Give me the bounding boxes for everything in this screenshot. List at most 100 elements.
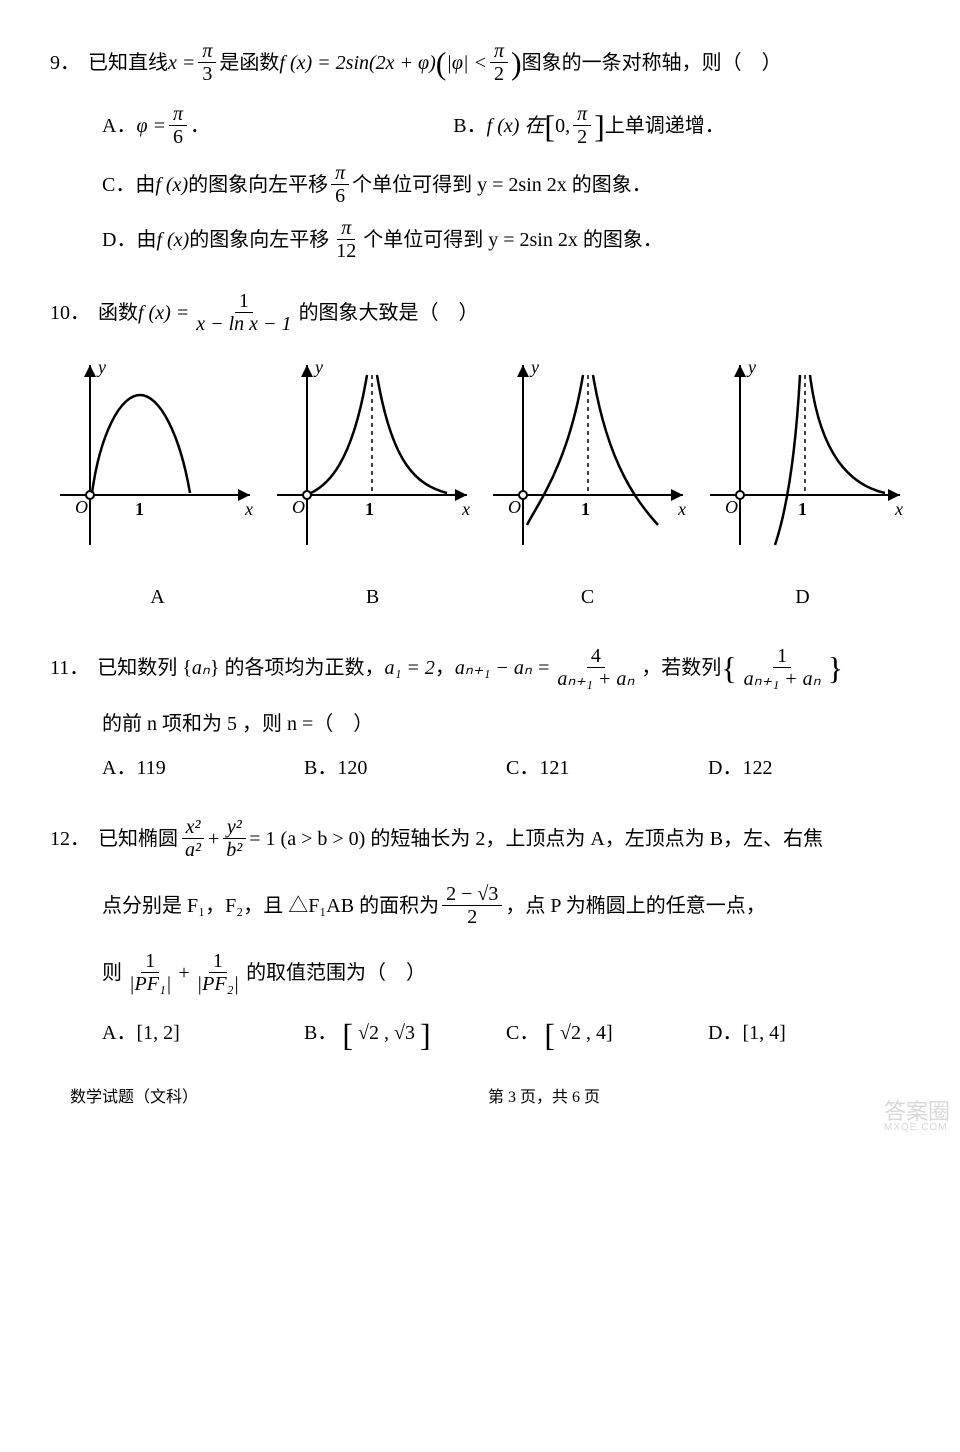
label-B: B [265, 577, 480, 617]
q10-chart-labels: A B C D [50, 577, 910, 617]
question-11: 11． 已知数列 { aₙ } 的各项均为正数， a₁ = 2 ， aₙ₊₁ −… [50, 645, 910, 788]
q9-eq-x: x = [168, 43, 195, 83]
q9-optA-post: ． [190, 106, 210, 146]
q11-lbrace: { [721, 660, 736, 676]
q9-optB-frac: π 2 [573, 103, 591, 148]
q9-fx: f (x) = 2sin(2x + φ) [279, 43, 435, 83]
q9-frac-pi3: π 3 [198, 40, 216, 85]
q12-frac-y: y² b² [222, 816, 246, 861]
q9-optD-pre: D．由 [102, 220, 156, 260]
label-C: C [480, 577, 695, 617]
question-10: 10． 函数 f (x) = 1 x − ln x − 1 的图象大致是（ ） [50, 290, 910, 617]
q11-optA: A．119 [102, 748, 304, 788]
q11-frac2: 1 aₙ₊₁ + aₙ [740, 645, 825, 690]
label-D: D [695, 577, 910, 617]
q11-line2: 的前 n 项和为 5 ，则 n =（ ） [102, 713, 373, 735]
q9-text-a: 已知直线 [88, 43, 168, 83]
q9-optA-phi: φ = [136, 106, 166, 146]
q11-a1: a₁ = 2 [384, 648, 434, 688]
q12-line2a: 点分别是 F₁，F₂，且 △F₁AB 的面积为 [102, 886, 439, 926]
q9-optB-lb: [ [544, 118, 555, 134]
q12-text-a: 已知椭圆 [98, 819, 178, 859]
q12-frac-x: x² a² [181, 816, 205, 861]
svg-text:O: O [725, 497, 738, 517]
svg-text:x: x [894, 499, 903, 519]
q9-optB-pre: B． [453, 106, 486, 146]
q12-optC: C． [ √2 , 4] [506, 1013, 708, 1053]
q10-post: 的图象大致是（ ） [299, 293, 479, 333]
svg-text:x: x [677, 499, 686, 519]
q11-rbrace: } [828, 660, 843, 676]
question-12: 12． 已知椭圆 x² a² + y² b² = 1 (a > b > 0) 的… [50, 816, 910, 1053]
q9-optC-fx: f (x) [155, 165, 188, 205]
q9-optA-frac: π 6 [169, 103, 187, 148]
watermark-main: 答案圈 [884, 1101, 950, 1123]
q9-optC-pre: C．由 [102, 165, 155, 205]
q10-fx: f (x) = [138, 293, 189, 333]
q11-optB: B．120 [304, 748, 506, 788]
q9-optD-mid: 的图象向左平移 [189, 220, 329, 260]
q9-optC-mid: 的图象向左平移 [188, 165, 328, 205]
svg-text:y: y [529, 357, 539, 377]
footer-left: 数学试题（文科） [70, 1083, 198, 1107]
q12-number: 12． [50, 819, 90, 859]
q11-number: 11． [50, 648, 89, 688]
chart-B: O 1 x y [267, 355, 477, 555]
q12-line3b: 的取值范围为（ ） [246, 953, 426, 993]
page-footer: 数学试题（文科） 第 3 页，共 6 页 [50, 1083, 910, 1107]
label-A: A [50, 577, 265, 617]
svg-text:O: O [508, 497, 521, 517]
q9-optC-frac: π 6 [331, 162, 349, 207]
q11-rec: aₙ₊₁ − aₙ = [455, 648, 550, 688]
q10-number: 10． [50, 293, 90, 333]
q12-frac-pf1: 1 |PF₁| [125, 950, 175, 995]
footer-right: 第 3 页，共 6 页 [488, 1083, 600, 1107]
svg-text:O: O [75, 497, 88, 517]
q11-frac1: 4 aₙ₊₁ + aₙ [553, 645, 638, 690]
svg-text:1: 1 [135, 499, 144, 519]
q9-number: 9． [50, 43, 80, 83]
svg-text:y: y [313, 357, 323, 377]
q9-text-c: 图象的一条对称轴，则（ ） [522, 43, 782, 83]
exam-page: 9． 已知直线 x = π 3 是函数 f (x) = 2sin(2x + φ)… [0, 0, 960, 1137]
q9-optB-post: 上单调递增． [605, 106, 725, 146]
q12-line2b: ，点 P 为椭圆上的任意一点， [505, 886, 765, 926]
svg-text:y: y [96, 357, 106, 377]
q11-an: aₙ [192, 648, 210, 688]
chart-D: O 1 x y [700, 355, 910, 555]
q12-line3a: 则 [102, 953, 122, 993]
svg-text:y: y [746, 357, 756, 377]
q9-optB-rb: ] [594, 118, 605, 134]
q9-abs-phi: |φ| < [446, 43, 487, 83]
q12-plus2: + [178, 953, 189, 993]
q12-plus: + [208, 819, 219, 859]
svg-text:x: x [461, 499, 470, 519]
svg-text:1: 1 [581, 499, 590, 519]
q12-optD: D．[1, 4] [708, 1013, 910, 1053]
q9-optD-post: 个单位可得到 y = 2sin 2x 的图象． [363, 220, 663, 260]
q9-frac-pi2: π 2 [490, 40, 508, 85]
chart-C: O 1 x y [483, 355, 693, 555]
watermark-sub: MXQE.COM [884, 1123, 950, 1133]
q9-optB-fx: f (x) 在 [487, 106, 545, 146]
svg-text:O: O [292, 497, 305, 517]
q10-charts: O 1 x y [50, 355, 910, 555]
q9-optC-post: 个单位可得到 y = 2sin 2x 的图象． [352, 165, 652, 205]
q12-optA: A．[1, 2] [102, 1013, 304, 1053]
q11-text-a: 已知数列 { [97, 648, 192, 688]
chart-A: O 1 x y [50, 355, 260, 555]
q10-frac: 1 x − ln x − 1 [192, 290, 295, 335]
q9-optD-frac: π 12 [332, 217, 360, 262]
svg-text:x: x [244, 499, 253, 519]
svg-text:1: 1 [365, 499, 374, 519]
q11-text-c: ，若数列 [641, 648, 721, 688]
q11-optD: D．122 [708, 748, 910, 788]
q11-optC: C．121 [506, 748, 708, 788]
question-9: 9． 已知直线 x = π 3 是函数 f (x) = 2sin(2x + φ)… [50, 40, 910, 262]
q11-text-b: } 的各项均为正数， [210, 648, 385, 688]
watermark-corner: 答案圈 MXQE.COM [884, 1101, 950, 1133]
q12-optB: B． [ √2 , √3 ] [304, 1013, 506, 1053]
q12-frac-area: 2 − √3 2 [442, 883, 502, 928]
q11-comma1: ， [435, 648, 455, 688]
svg-text:1: 1 [798, 499, 807, 519]
